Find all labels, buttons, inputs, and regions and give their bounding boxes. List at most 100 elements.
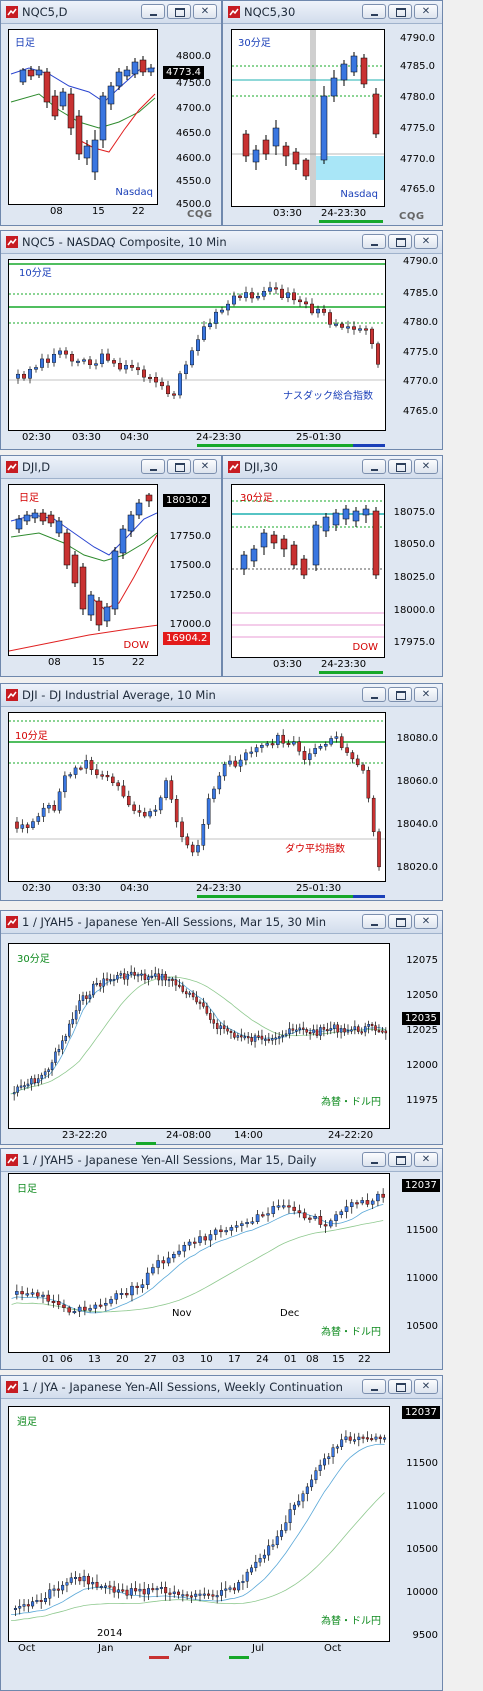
price-axis[interactable]: 11500 11000 10500 10000 9500 bbox=[406, 1458, 438, 1641]
chart-window-jpy-daily[interactable]: 1 / JYAH5 - Japanese Yen-All Sessions, M… bbox=[0, 1148, 443, 1370]
close-button[interactable]: ✕ bbox=[414, 1152, 438, 1167]
candle-body bbox=[104, 1585, 108, 1588]
chart-plot-area[interactable]: 10分足 ダウ平均指数 bbox=[8, 712, 386, 882]
title-bar[interactable]: 1 / JYAH5 - Japanese Yen-All Sessions, M… bbox=[1, 1149, 442, 1172]
session-bar-end bbox=[353, 895, 385, 898]
chart-plot-area[interactable]: 30分足 DOW bbox=[231, 484, 385, 658]
maximize-button[interactable] bbox=[388, 459, 412, 474]
candle-body bbox=[64, 350, 69, 355]
price-axis[interactable]: 4800.0 4750.0 4700.0 4650.0 4600.0 4550.… bbox=[176, 51, 211, 210]
minimize-button[interactable] bbox=[362, 914, 386, 929]
chart-window-nqc5-30min[interactable]: NQC5,30 ✕ bbox=[222, 0, 443, 226]
app-icon bbox=[6, 689, 18, 701]
window-title: 1 / JYAH5 - Japanese Yen-All Sessions, M… bbox=[22, 1153, 317, 1167]
maximize-button[interactable] bbox=[388, 4, 412, 19]
price-axis[interactable]: 17750.0 17500.0 17250.0 17000.0 bbox=[169, 531, 211, 630]
chart-window-jpy-weekly[interactable]: 1 / JYA - Japanese Yen-All Sessions, Wee… bbox=[0, 1375, 443, 1691]
title-bar[interactable]: 1 / JYA - Japanese Yen-All Sessions, Wee… bbox=[1, 1376, 442, 1399]
close-button[interactable]: ✕ bbox=[414, 459, 438, 474]
minimize-button[interactable] bbox=[362, 459, 386, 474]
close-button[interactable]: ✕ bbox=[414, 234, 438, 249]
maximize-button[interactable] bbox=[167, 459, 191, 474]
candle-body bbox=[147, 376, 152, 379]
price-axis[interactable]: 18080.0 18060.0 18040.0 18020.0 bbox=[396, 733, 438, 873]
candle-body bbox=[348, 1436, 352, 1441]
close-button[interactable]: ✕ bbox=[193, 459, 217, 474]
candle-body bbox=[26, 1083, 30, 1086]
candle-body bbox=[233, 1032, 236, 1038]
title-bar[interactable]: DJI,D ✕ bbox=[1, 456, 221, 479]
title-bar[interactable]: NQC5,D ✕ bbox=[1, 1, 221, 24]
chart-window-dji-10min[interactable]: DJI - DJ Industrial Average, 10 Min ✕ 10… bbox=[0, 683, 443, 901]
chart-window-dji-daily[interactable]: DJI,D ✕ bbox=[0, 455, 222, 677]
candle-body bbox=[357, 1436, 361, 1440]
candle-body bbox=[322, 1458, 326, 1466]
price-axis[interactable]: 11500 11000 10500 bbox=[406, 1225, 438, 1332]
close-button[interactable]: ✕ bbox=[193, 4, 217, 19]
window-title: NQC5,D bbox=[22, 5, 68, 19]
candle-body bbox=[135, 367, 140, 371]
candle-body bbox=[36, 1292, 40, 1297]
session-bar bbox=[136, 1142, 156, 1145]
app-icon bbox=[6, 236, 18, 248]
chart-plot-area[interactable]: 10分足 ナスダック総合指数 bbox=[8, 259, 386, 431]
candle-body bbox=[323, 1224, 328, 1227]
price-axis[interactable]: 18075.0 18050.0 18025.0 18000.0 17975.0 bbox=[393, 507, 435, 648]
minimize-button[interactable] bbox=[362, 1379, 386, 1394]
candle-body bbox=[357, 1026, 360, 1032]
maximize-button[interactable] bbox=[388, 1379, 412, 1394]
minimize-button[interactable] bbox=[362, 234, 386, 249]
candle-body bbox=[167, 978, 171, 981]
chart-plot-area[interactable]: 日足 DOW bbox=[8, 484, 158, 656]
candle-body bbox=[81, 359, 86, 362]
minimize-button[interactable] bbox=[362, 4, 386, 19]
candle-body bbox=[253, 1035, 257, 1042]
chart-plot-area[interactable]: 日足 為替・ドル円 bbox=[8, 1173, 390, 1353]
window-title: DJI,30 bbox=[244, 460, 278, 474]
maximize-button[interactable] bbox=[388, 234, 412, 249]
maximize-button[interactable] bbox=[388, 687, 412, 702]
title-bar[interactable]: DJI,30 ✕ bbox=[223, 456, 442, 479]
maximize-button[interactable] bbox=[388, 914, 412, 929]
minimize-button[interactable] bbox=[362, 1152, 386, 1167]
candle-body bbox=[63, 775, 67, 793]
candle-body bbox=[284, 1033, 288, 1036]
candle-body bbox=[366, 770, 371, 799]
maximize-button[interactable] bbox=[167, 4, 191, 19]
app-icon bbox=[6, 6, 18, 18]
minimize-button[interactable] bbox=[362, 687, 386, 702]
candle-body bbox=[87, 359, 92, 365]
chart-plot-area[interactable]: 30分足 Nasdaq bbox=[231, 29, 385, 207]
candle-body bbox=[322, 308, 327, 313]
title-bar[interactable]: NQC5 - NASDAQ Composite, 10 Min ✕ bbox=[1, 231, 442, 254]
candle-body bbox=[54, 1051, 57, 1063]
price-axis[interactable]: 4790.0 4785.0 4780.0 4775.0 4770.0 4765.… bbox=[403, 256, 438, 417]
minimize-button[interactable] bbox=[141, 459, 165, 474]
candle-body bbox=[297, 741, 301, 752]
title-bar[interactable]: NQC5,30 ✕ bbox=[223, 1, 442, 24]
chart-window-dji-30min[interactable]: DJI,30 ✕ bbox=[222, 455, 443, 677]
close-button[interactable]: ✕ bbox=[414, 4, 438, 19]
title-bar[interactable]: 1 / JYAH5 - Japanese Yen-All Sessions, M… bbox=[1, 911, 442, 934]
chart-plot-area[interactable]: 週足 為替・ドル円 2014 bbox=[8, 1406, 390, 1642]
close-button[interactable]: ✕ bbox=[414, 687, 438, 702]
minimize-button[interactable] bbox=[141, 4, 165, 19]
close-button[interactable]: ✕ bbox=[414, 914, 438, 929]
chart-window-jpy-30min[interactable]: 1 / JYAH5 - Japanese Yen-All Sessions, M… bbox=[0, 910, 443, 1145]
title-bar[interactable]: DJI - DJ Industrial Average, 10 Min ✕ bbox=[1, 684, 442, 707]
maximize-button[interactable] bbox=[388, 1152, 412, 1167]
candle-body bbox=[265, 743, 270, 746]
candlestick-chart bbox=[9, 493, 157, 652]
chart-window-nqc5-10min[interactable]: NQC5 - NASDAQ Composite, 10 Min ✕ 10分足 ナ… bbox=[0, 230, 443, 450]
chart-plot-area[interactable]: 30分足 為替・ドル円 bbox=[8, 943, 390, 1129]
candle-body bbox=[95, 769, 99, 775]
chart-plot-area[interactable]: 日足 Nasdaq bbox=[8, 29, 158, 205]
close-button[interactable]: ✕ bbox=[414, 1379, 438, 1394]
candle-body bbox=[109, 979, 112, 981]
price-axis[interactable]: 12075 12050 12025 12000 11975 bbox=[406, 955, 438, 1106]
candle-body bbox=[260, 1035, 264, 1040]
price-axis[interactable]: 4790.0 4785.0 4780.0 4775.0 4770.0 4765.… bbox=[400, 33, 435, 195]
chart-window-nqc5-daily[interactable]: NQC5,D ✕ bbox=[0, 0, 222, 226]
candle-body bbox=[177, 1591, 181, 1595]
candle-body bbox=[243, 1036, 246, 1039]
